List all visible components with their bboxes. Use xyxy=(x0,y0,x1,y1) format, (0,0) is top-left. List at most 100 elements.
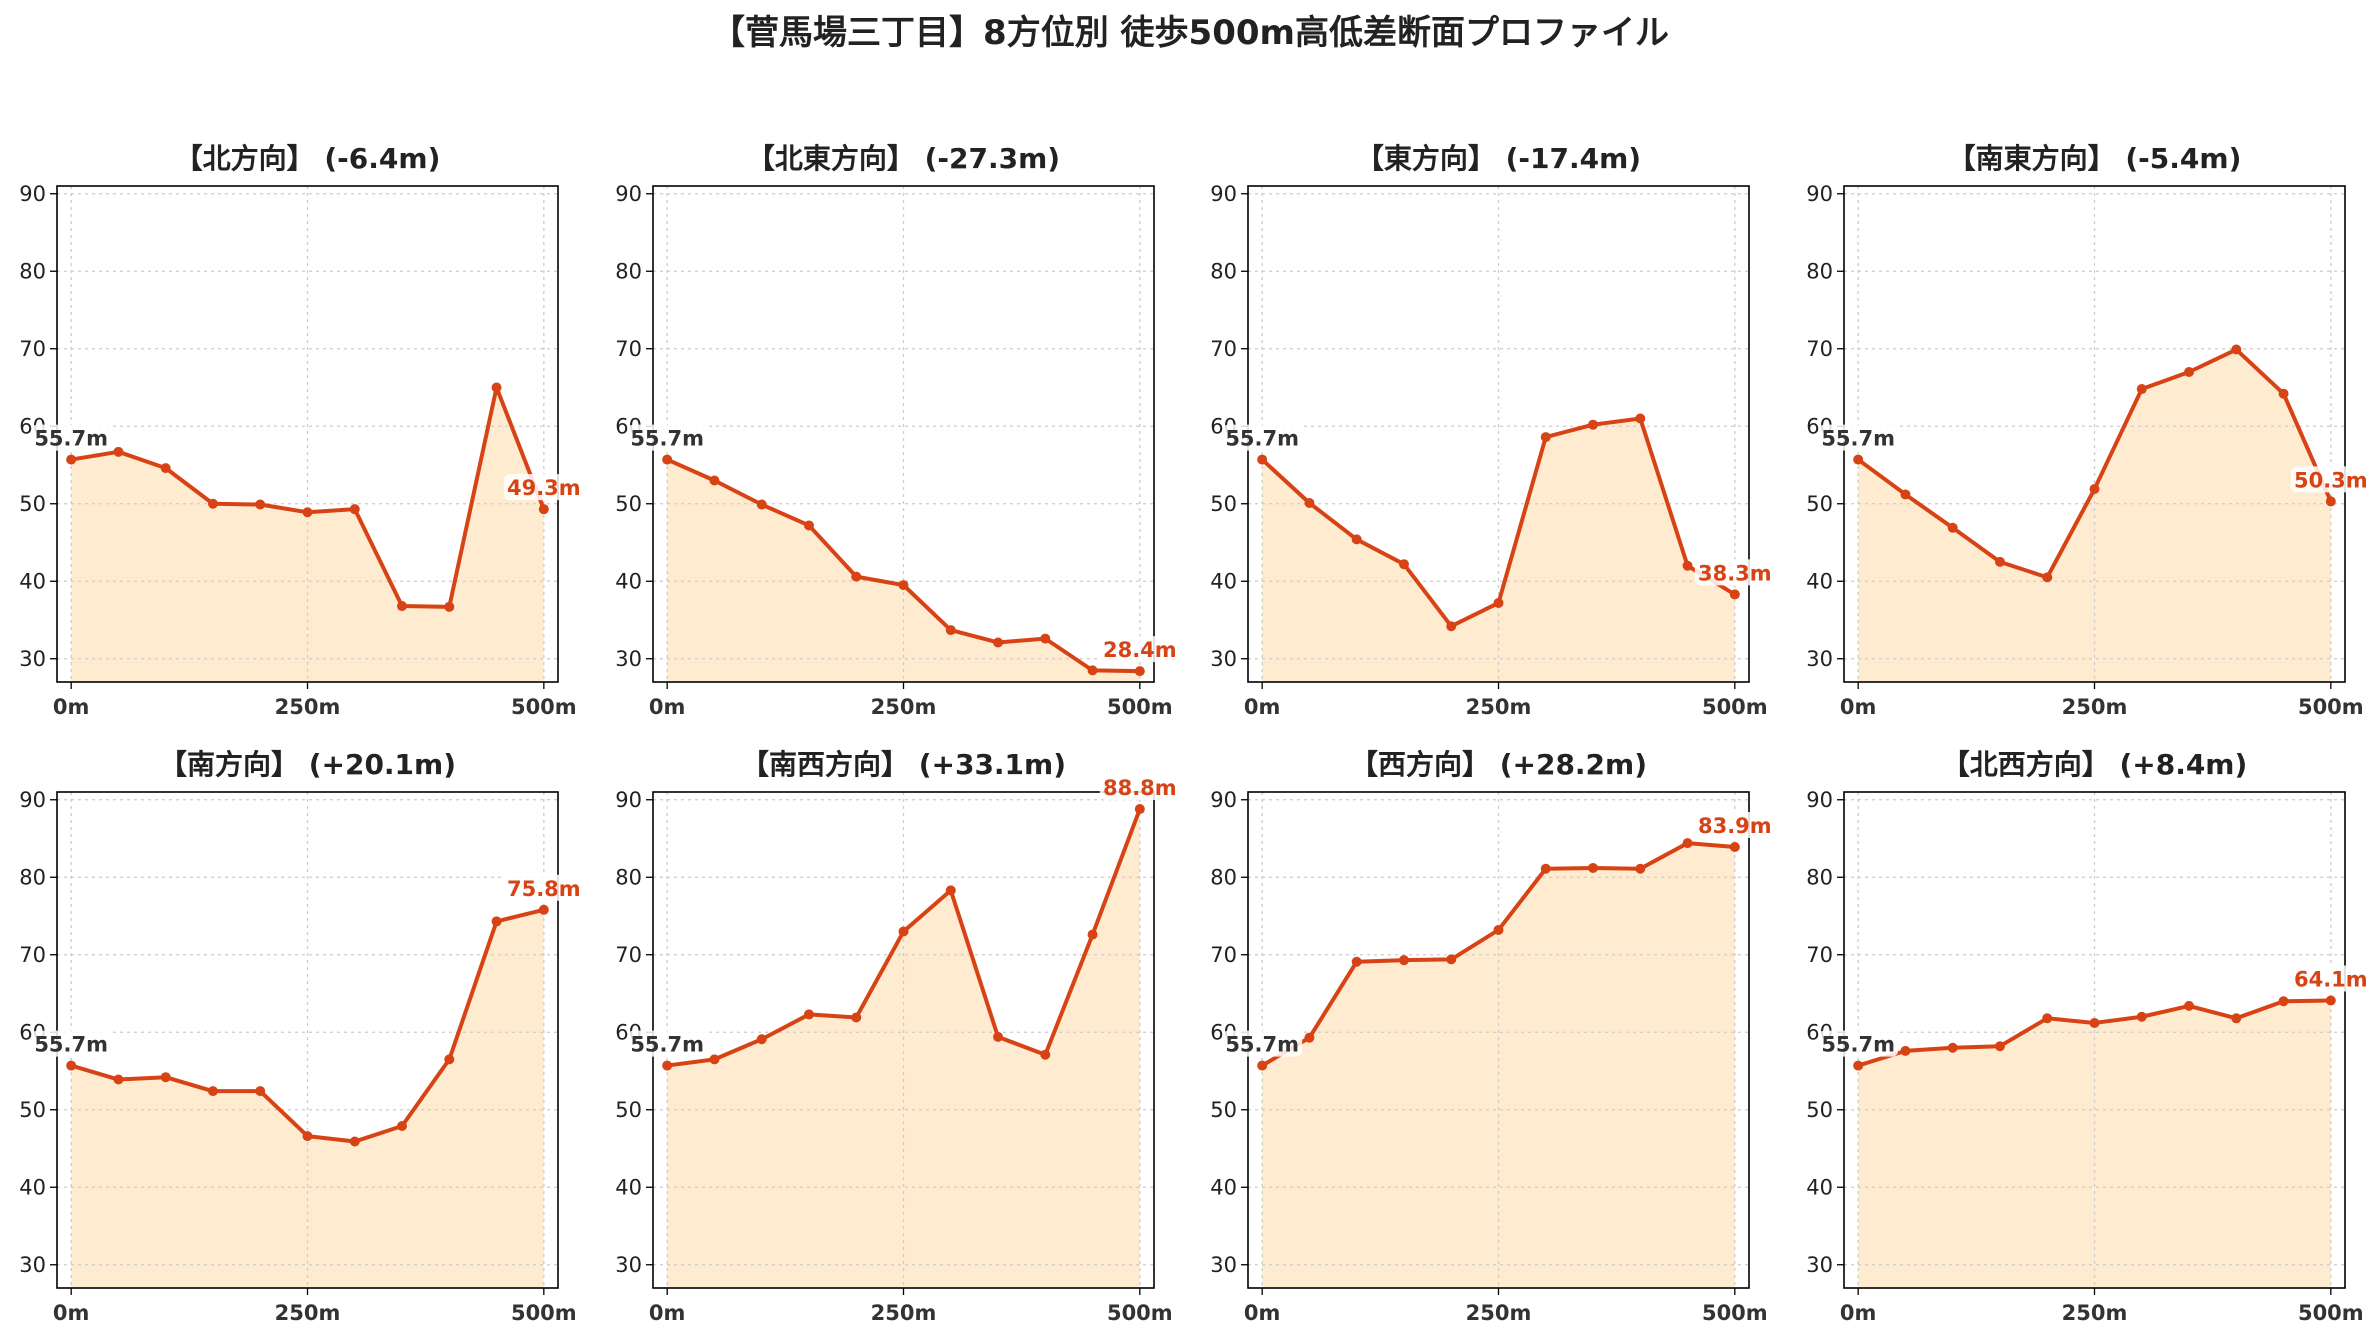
data-point xyxy=(2231,1013,2242,1024)
data-point xyxy=(1540,432,1551,443)
data-point xyxy=(1682,838,1693,849)
x-tick-label: 500m xyxy=(1702,695,1768,719)
data-point xyxy=(1635,863,1646,874)
data-point xyxy=(2325,995,2336,1006)
data-point xyxy=(1994,556,2005,567)
data-point xyxy=(1994,1041,2005,1052)
y-tick-label: 50 xyxy=(615,492,642,516)
start-label: 55.7m xyxy=(630,1033,704,1057)
figure-title: 【菅馬場三丁目】8方位別 徒歩500m高低差断面プロファイル xyxy=(711,13,1669,53)
data-point xyxy=(709,475,720,486)
x-tick-label: 0m xyxy=(649,1301,686,1325)
y-tick-label: 30 xyxy=(1806,647,1833,671)
data-point xyxy=(444,1054,455,1065)
data-point xyxy=(1900,1045,1911,1056)
panel-title: 【南方向】 (+20.1m) xyxy=(159,748,456,781)
end-label-bg xyxy=(1099,774,1180,801)
data-point xyxy=(709,1054,720,1065)
y-tick-label: 70 xyxy=(1806,337,1833,361)
y-tick-label: 30 xyxy=(1806,1253,1833,1277)
x-tick-label: 500m xyxy=(1107,695,1173,719)
data-point xyxy=(255,1086,266,1097)
data-point xyxy=(113,446,124,457)
area-fill xyxy=(1262,418,1735,682)
x-tick-label: 0m xyxy=(1244,1301,1281,1325)
x-tick-label: 0m xyxy=(1840,695,1877,719)
start-label: 55.7m xyxy=(1225,427,1299,451)
end-label: 64.1m xyxy=(2294,967,2368,991)
data-point xyxy=(491,916,502,927)
x-tick-label: 500m xyxy=(511,1301,577,1325)
x-tick-label: 0m xyxy=(53,695,90,719)
y-tick-label: 90 xyxy=(1806,788,1833,812)
data-point xyxy=(538,504,549,515)
data-point xyxy=(302,507,313,518)
y-tick-label: 90 xyxy=(19,788,46,812)
y-tick-label: 50 xyxy=(19,1098,46,1122)
y-tick-label: 40 xyxy=(615,1175,642,1199)
panel-title: 【南東方向】 (-5.4m) xyxy=(1948,142,2242,175)
data-point xyxy=(1087,929,1098,940)
data-point xyxy=(160,1072,171,1083)
data-point xyxy=(1540,863,1551,874)
data-point xyxy=(207,1086,218,1097)
data-point xyxy=(1398,559,1409,570)
data-point xyxy=(756,499,767,510)
data-point xyxy=(662,454,673,465)
y-tick-label: 30 xyxy=(1210,1253,1237,1277)
y-tick-label: 70 xyxy=(1806,943,1833,967)
data-point xyxy=(397,601,408,612)
data-point xyxy=(1040,1049,1051,1060)
data-point xyxy=(1446,621,1457,632)
data-point xyxy=(1729,842,1740,853)
data-point xyxy=(2278,996,2289,1007)
data-point xyxy=(993,1031,1004,1042)
end-label: 28.4m xyxy=(1103,638,1177,662)
data-point xyxy=(2184,1000,2195,1011)
x-tick-label: 250m xyxy=(871,1301,937,1325)
data-point xyxy=(945,885,956,896)
end-label-bg xyxy=(1694,559,1775,586)
data-point xyxy=(756,1034,767,1045)
y-tick-label: 50 xyxy=(1210,1098,1237,1122)
x-tick-label: 250m xyxy=(275,695,341,719)
y-tick-label: 70 xyxy=(1210,943,1237,967)
end-label: 38.3m xyxy=(1698,561,1772,585)
data-point xyxy=(302,1131,313,1142)
data-point xyxy=(1446,954,1457,965)
data-point xyxy=(945,625,956,636)
data-point xyxy=(1682,560,1693,571)
data-point xyxy=(851,571,862,582)
x-tick-label: 250m xyxy=(1466,1301,1532,1325)
data-point xyxy=(1729,589,1740,600)
data-point xyxy=(662,1060,673,1071)
data-point xyxy=(1304,497,1315,508)
y-tick-label: 80 xyxy=(615,259,642,283)
y-tick-label: 90 xyxy=(1210,788,1237,812)
y-tick-label: 90 xyxy=(615,788,642,812)
y-tick-label: 40 xyxy=(1210,569,1237,593)
y-tick-label: 90 xyxy=(1210,182,1237,206)
area-fill xyxy=(71,909,544,1288)
data-point xyxy=(1635,413,1646,424)
data-point xyxy=(851,1012,862,1023)
data-point xyxy=(1588,419,1599,430)
data-point xyxy=(255,499,266,510)
y-tick-label: 40 xyxy=(1806,1175,1833,1199)
y-tick-label: 30 xyxy=(615,1253,642,1277)
y-tick-label: 80 xyxy=(1806,865,1833,889)
panel-title: 【南西方向】 (+33.1m) xyxy=(741,748,1066,781)
data-point xyxy=(1304,1032,1315,1043)
start-label: 55.7m xyxy=(1821,427,1895,451)
x-tick-label: 0m xyxy=(1244,695,1281,719)
end-label-bg xyxy=(2290,466,2371,493)
y-tick-label: 90 xyxy=(19,182,46,206)
y-tick-label: 50 xyxy=(1210,492,1237,516)
data-point xyxy=(1493,597,1504,608)
start-label: 55.7m xyxy=(1225,1033,1299,1057)
data-point xyxy=(803,520,814,531)
